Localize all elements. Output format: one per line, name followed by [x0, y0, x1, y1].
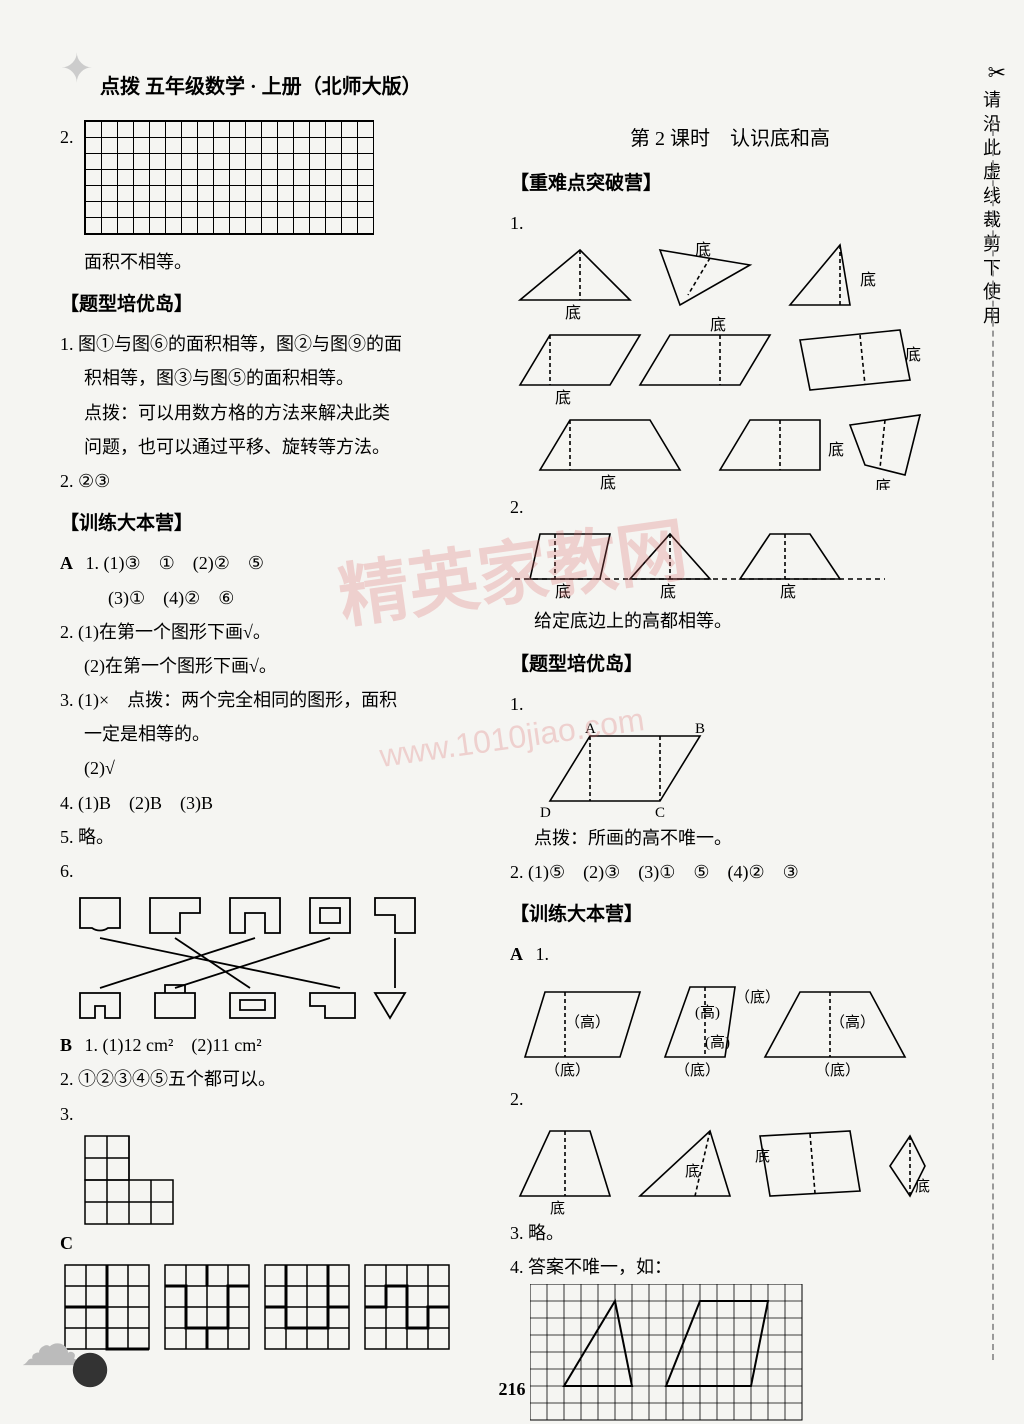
r-q1: 1. [510, 206, 950, 240]
decor-mascot [60, 1340, 120, 1400]
c-label: C [60, 1233, 73, 1253]
right-column: 第 2 课时 认识底和高 【重难点突破营】 1. 底 底 底 底 底 [510, 120, 950, 1380]
a3-line2: 一定是相等的。 [60, 717, 490, 751]
svg-text:B: B [695, 721, 705, 737]
svg-text:(高): (高) [705, 1034, 730, 1051]
svg-text:A: A [585, 721, 596, 737]
section-tixing: 【题型培优岛】 [60, 287, 490, 323]
svg-text:（高）: （高） [830, 1014, 875, 1031]
grid-rectangle [84, 120, 374, 235]
a-label: A [60, 553, 73, 573]
q2-num: 2. [60, 127, 74, 147]
t1-line1: 1. 图①与图⑥的面积相等，图②与图⑨的面 [60, 327, 490, 361]
svg-text:（底）: （底） [675, 1062, 720, 1079]
a1-shapes: （高） （底） (高) (高) （底） （底） （高） （底） [510, 972, 930, 1082]
a6: 6. [60, 854, 490, 888]
decor-star: ✦ [60, 45, 94, 92]
page-number: 216 [499, 1379, 526, 1400]
header-prefix: 点拨 [100, 76, 140, 98]
q2-caption: 面积不相等。 [60, 245, 490, 279]
svg-text:（高）: （高） [565, 1014, 610, 1031]
svg-text:底: 底 [660, 583, 676, 601]
b-block: B 1. (1)12 cm² (2)11 cm² [60, 1028, 490, 1062]
page-header: 点拨 五年级数学 · 上册（北师大版） [100, 70, 422, 99]
svg-text:底: 底 [600, 474, 616, 490]
q2-shapes: 底 底 底 [510, 524, 890, 604]
r-a3: 3. 略。 [510, 1216, 950, 1250]
svg-text:D: D [540, 805, 551, 821]
svg-text:底: 底 [828, 441, 844, 459]
svg-text:底: 底 [710, 316, 726, 334]
a2-line1: 2. (1)在第一个图形下画√。 [60, 615, 490, 649]
t1-tip: 点拨：所画的高不唯一。 [510, 821, 950, 855]
a1-line1: 1. (1)③ ① (2)② ⑤ [86, 553, 265, 573]
section-xunlian: 【训练大本营】 [60, 506, 490, 542]
q2-row: 2. [60, 120, 490, 235]
a4-grid [530, 1284, 810, 1424]
svg-text:底: 底 [695, 241, 711, 259]
r-section-tixing: 【题型培优岛】 [510, 647, 950, 683]
r-a4: 4. 答案不唯一，如： [510, 1250, 950, 1284]
scissors-icon: ✂ [988, 60, 1006, 86]
side-note: 请沿此虚线裁剪下使用 [978, 90, 1004, 330]
r-q2: 2. [510, 490, 950, 524]
svg-text:底: 底 [905, 346, 921, 364]
svg-text:底: 底 [550, 1200, 565, 1216]
header-title: 五年级数学 · 上册（北师大版） [145, 76, 422, 98]
b3-grid-shape [80, 1131, 200, 1226]
r-a2: 2. [510, 1082, 950, 1116]
svg-text:(高): (高) [695, 1004, 720, 1021]
t1-tip1: 点拨：可以用数方格的方法来解决此类 [60, 396, 490, 430]
b-label: B [60, 1035, 72, 1055]
a1-line2: (3)① (4)② ⑥ [60, 581, 490, 615]
svg-text:底: 底 [685, 1163, 700, 1180]
lesson-title: 第 2 课时 认识底和高 [510, 120, 950, 158]
left-column: 2. 面积不相等。 【题型培优岛】 1. 图①与图⑥的面积相等，图②与图⑨的面 … [60, 120, 490, 1380]
t2: 2. ②③ [60, 464, 490, 498]
svg-text:（底）: （底） [545, 1062, 590, 1079]
svg-text:底: 底 [555, 389, 571, 407]
svg-text:底: 底 [555, 583, 571, 601]
svg-text:底: 底 [915, 1178, 930, 1195]
r-section-xunlian: 【训练大本营】 [510, 897, 950, 933]
t1-parallelogram: A B C D [510, 721, 730, 821]
c-block: C [60, 1226, 490, 1260]
t1-line2: 积相等，图③与图⑤的面积相等。 [60, 361, 490, 395]
t1-tip2: 问题，也可以通过平移、旋转等方法。 [60, 430, 490, 464]
c-grids [60, 1260, 460, 1355]
a-block: A 1. (1)③ ① (2)② ⑤ [60, 546, 490, 580]
b2: 2. ①②③④⑤五个都可以。 [60, 1062, 490, 1096]
a2-shapes: 底 底 底 底 [510, 1116, 930, 1216]
matching-shapes-diagram [60, 888, 420, 1028]
a2-line2: (2)在第一个图形下画√。 [60, 649, 490, 683]
r-a1: 1. [536, 944, 550, 964]
cut-line [992, 120, 994, 1360]
svg-text:C: C [655, 805, 665, 821]
section-zhongnan: 【重难点突破营】 [510, 166, 950, 202]
svg-text:底: 底 [860, 271, 876, 289]
svg-text:（底）: （底） [815, 1062, 860, 1079]
svg-text:底: 底 [565, 304, 581, 322]
svg-text:底: 底 [875, 478, 891, 490]
q2-caption: 给定底边上的高都相等。 [510, 604, 950, 638]
svg-text:底: 底 [780, 583, 796, 601]
r-t1: 1. [510, 687, 950, 721]
r-t2: 2. (1)⑤ (2)③ (3)① ⑤ (4)② ③ [510, 855, 950, 889]
shapes-with-base: 底 底 底 底 底 底 底 底 [510, 240, 930, 490]
a4: 4. (1)B (2)B (3)B [60, 786, 490, 820]
b1: 1. (1)12 cm² (2)11 cm² [85, 1035, 262, 1055]
svg-text:（底）: （底） [735, 989, 780, 1006]
r-a-block: A 1. [510, 937, 950, 971]
a5: 5. 略。 [60, 820, 490, 854]
svg-text:底: 底 [755, 1148, 770, 1165]
a3-line1: 3. (1)× 点拨：两个完全相同的图形，面积 [60, 683, 490, 717]
r-a-label: A [510, 944, 523, 964]
a3-line3: (2)√ [60, 751, 490, 785]
b3: 3. [60, 1097, 490, 1131]
